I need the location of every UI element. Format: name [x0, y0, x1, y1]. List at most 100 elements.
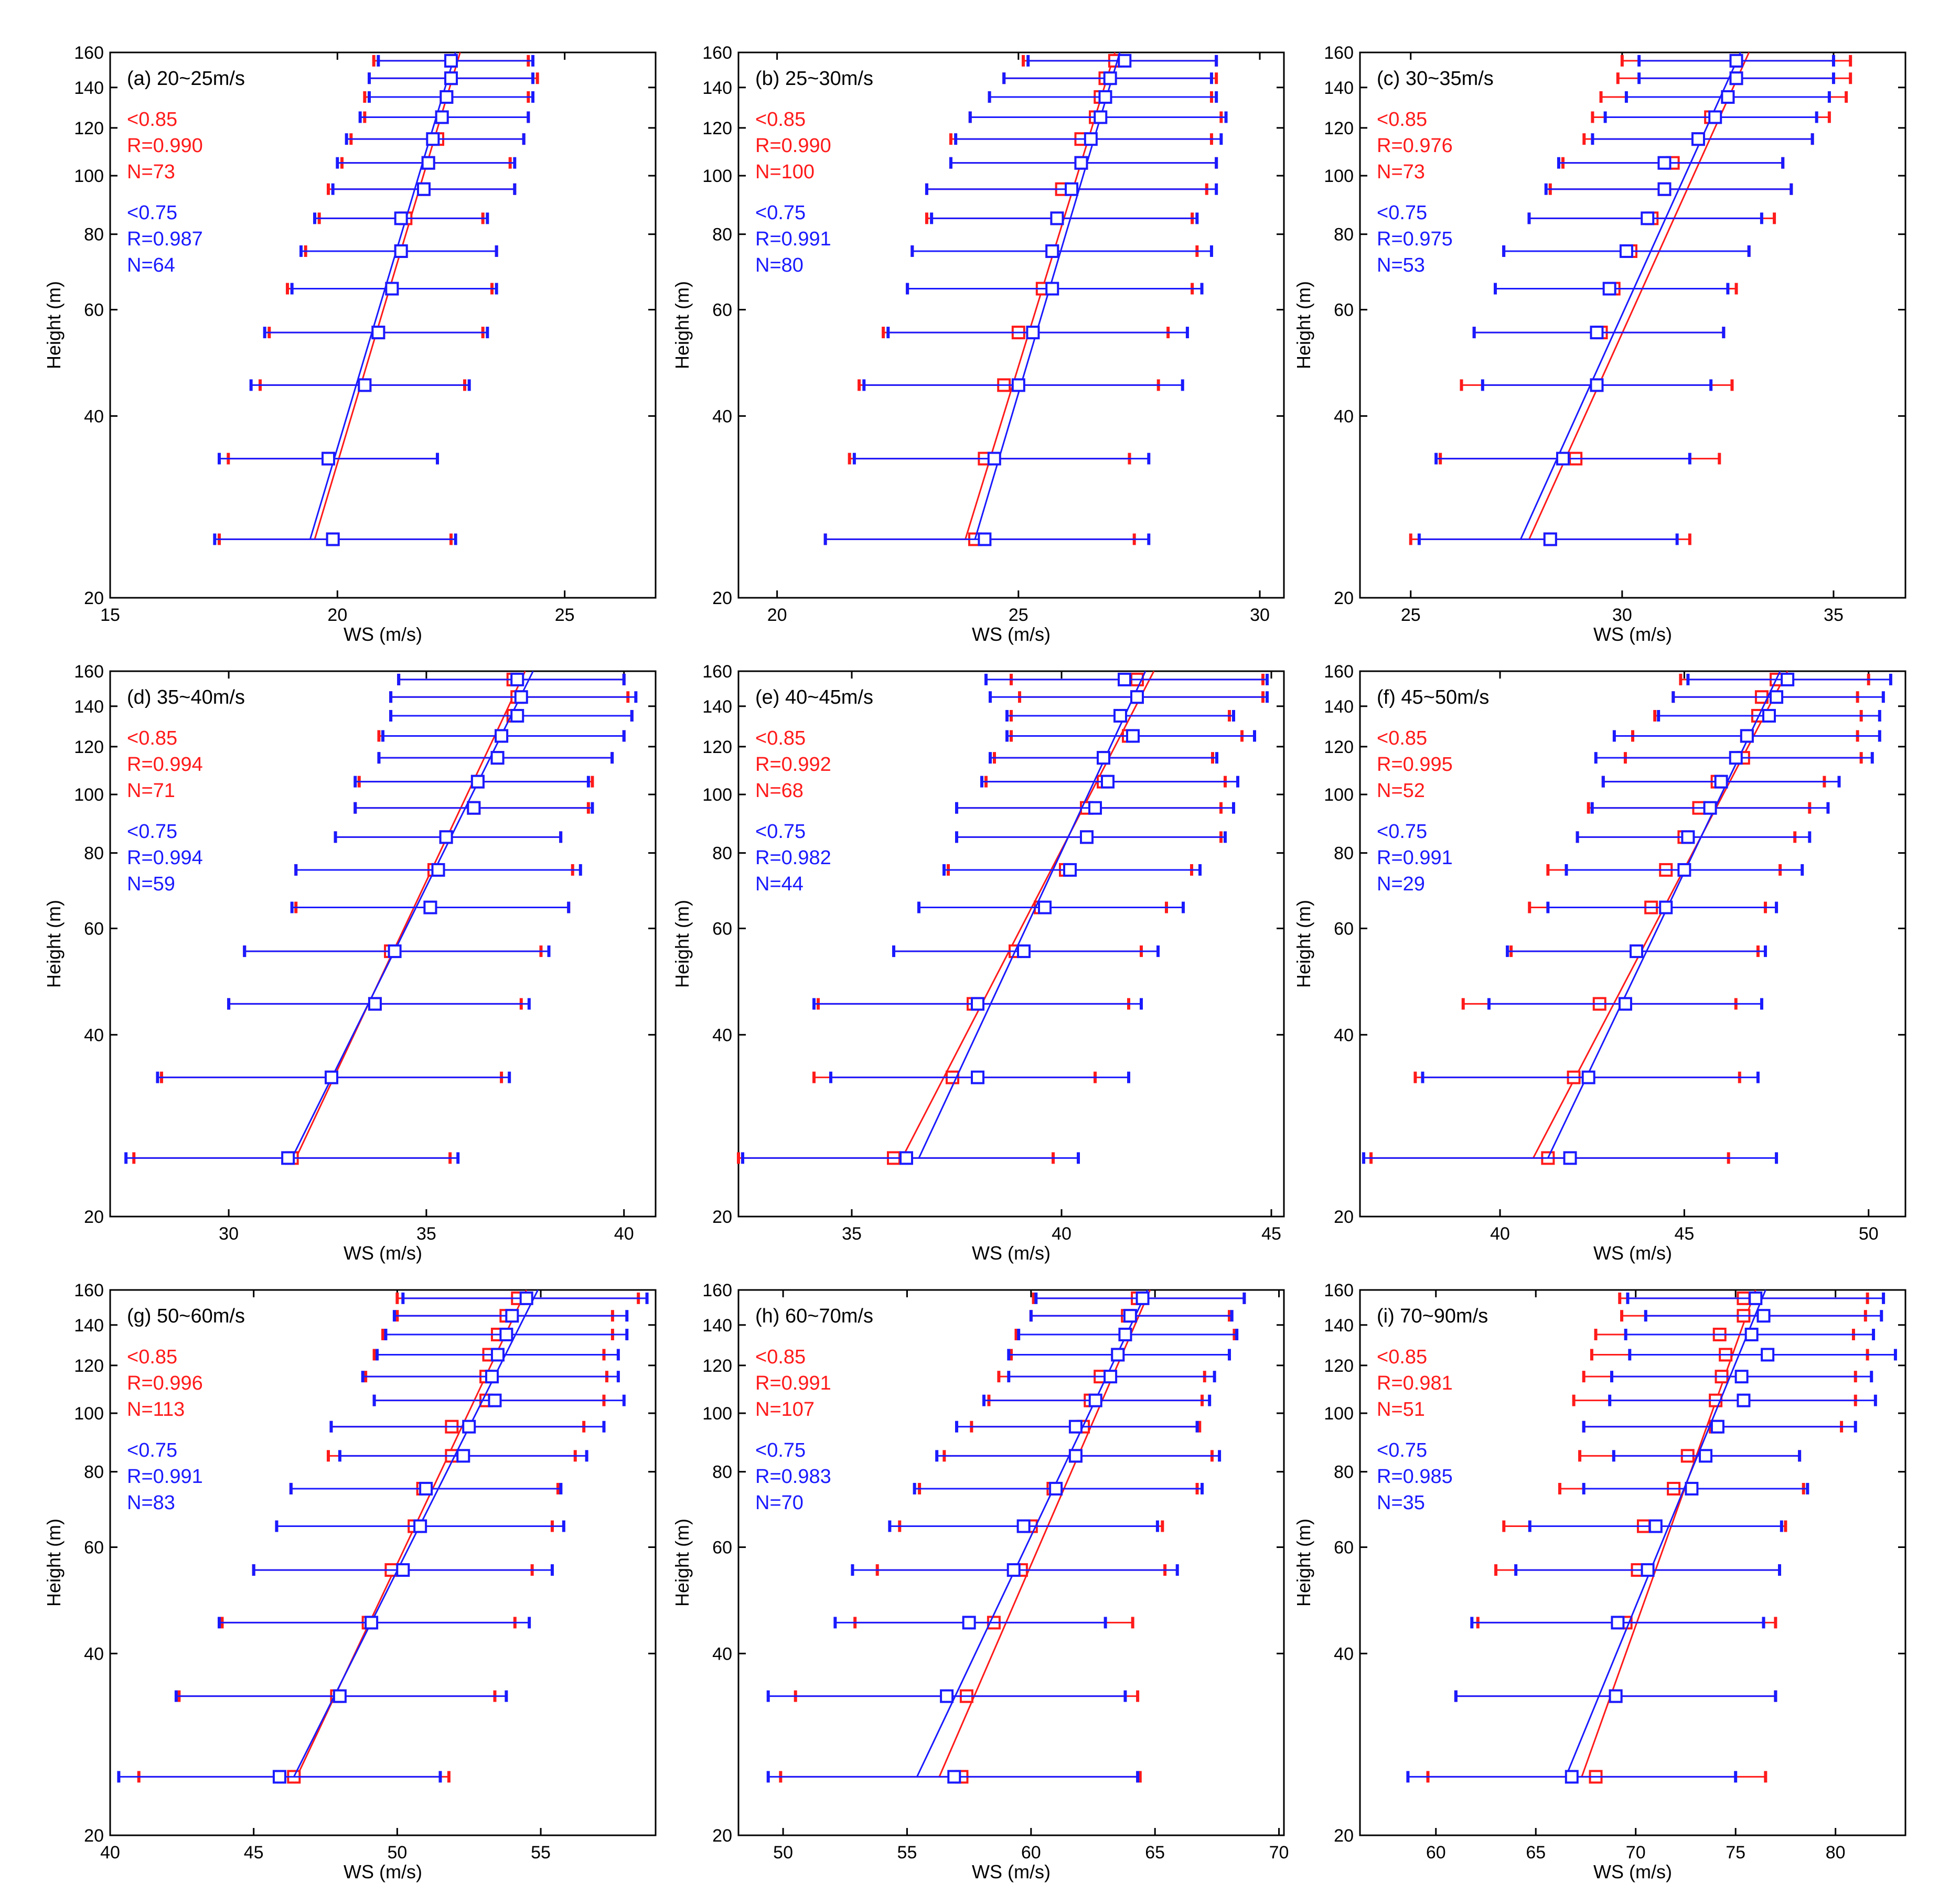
x-tick-label: 45 — [1261, 1224, 1281, 1244]
panel-title: (c) 30~35m/s — [1377, 68, 1494, 90]
blue-mean-marker — [1126, 729, 1140, 743]
x-tick-label: 20 — [767, 605, 787, 625]
y-tick-label: 140 — [1324, 1316, 1354, 1336]
blue-mean-marker — [505, 1309, 519, 1323]
y-tick-label: 80 — [712, 844, 732, 864]
blue-mean-marker — [1045, 282, 1059, 296]
red-stat-0: <0.85 — [127, 109, 177, 131]
x-tick-label: 40 — [1490, 1224, 1510, 1244]
blue-mean-marker — [510, 672, 524, 686]
panel-title: (g) 50~60m/s — [127, 1305, 245, 1327]
x-tick-label: 30 — [1250, 605, 1270, 625]
blue-mean-marker — [462, 1419, 476, 1434]
blue-mean-marker — [1118, 1327, 1132, 1341]
y-tick-label: 60 — [84, 300, 104, 320]
y-tick-label: 60 — [84, 919, 104, 939]
panel-2: 20 40 60 80 100 120 140 160 25 30 35 WS (m/s) Height… — [1293, 43, 1906, 645]
blue-mean-marker — [1016, 1519, 1031, 1533]
y-tick-label: 100 — [702, 1404, 732, 1424]
blue-mean-marker — [431, 863, 445, 877]
blue-mean-marker — [435, 110, 449, 124]
red-stat-1: R=0.990 — [755, 135, 831, 157]
y-tick-label: 120 — [1324, 119, 1354, 138]
blue-mean-marker — [467, 801, 481, 815]
blue-mean-marker — [971, 997, 984, 1011]
blue-mean-marker — [1714, 774, 1728, 789]
blue-mean-marker — [1011, 378, 1025, 392]
x-tick-label: 30 — [219, 1224, 239, 1244]
blue-mean-marker — [1038, 900, 1052, 915]
panel-4: 20 40 60 80 100 120 140 160 35 40 45 WS (m/s) Height… — [671, 662, 1285, 1264]
panel-5: 20 40 60 80 100 120 140 160 40 45 50 WS (m/s) Height… — [1293, 662, 1906, 1264]
blue-mean-marker — [1065, 182, 1079, 196]
blue-mean-marker — [1563, 1151, 1577, 1165]
red-stat-1: R=0.995 — [1377, 754, 1453, 776]
x-tick-label: 40 — [614, 1224, 634, 1244]
blue-mean-marker — [899, 1151, 913, 1165]
y-tick-label: 60 — [84, 1538, 104, 1558]
y-tick-label: 60 — [712, 300, 732, 320]
blue-mean-marker — [396, 1563, 410, 1577]
y-tick-label: 20 — [84, 1826, 104, 1846]
panel-title: (d) 35~40m/s — [127, 686, 245, 708]
y-tick-label: 60 — [712, 1538, 732, 1558]
blue-mean-marker — [1685, 1481, 1699, 1496]
blue-mean-marker — [1729, 751, 1743, 765]
red-stat-1: R=0.990 — [127, 135, 203, 157]
blue-stat-1: R=0.985 — [1377, 1466, 1453, 1488]
blue-mean-marker — [1063, 863, 1077, 877]
y-tick-label: 140 — [702, 78, 732, 98]
blue-mean-marker — [1565, 1770, 1579, 1784]
y-tick-label: 160 — [702, 662, 732, 682]
red-stat-2: N=73 — [1377, 161, 1425, 183]
y-tick-label: 80 — [84, 1462, 104, 1482]
y-axis-title: Height (m) — [43, 281, 65, 369]
plot-frame — [1359, 51, 1906, 599]
blue-mean-marker — [1543, 532, 1557, 546]
blue-mean-marker — [322, 451, 335, 466]
plot-frame — [1359, 670, 1906, 1218]
blue-stat-1: R=0.987 — [127, 228, 203, 250]
blue-mean-marker — [499, 1327, 513, 1341]
y-tick-label: 60 — [712, 919, 732, 939]
y-axis-title: Height (m) — [671, 281, 693, 369]
blue-mean-marker — [1734, 1370, 1749, 1384]
blue-mean-marker — [495, 729, 509, 743]
x-tick-label: 25 — [1009, 605, 1029, 625]
y-tick-label: 160 — [1324, 662, 1354, 682]
blue-stat-2: N=83 — [127, 1492, 175, 1514]
y-tick-label: 60 — [1334, 919, 1354, 939]
blue-mean-marker — [1710, 1419, 1724, 1434]
y-axis-title: Height (m) — [1293, 281, 1314, 369]
blue-mean-marker — [1691, 132, 1705, 146]
y-tick-label: 120 — [1324, 737, 1354, 757]
y-tick-label: 140 — [74, 1316, 104, 1336]
y-tick-label: 160 — [702, 1281, 732, 1300]
x-tick-label: 75 — [1726, 1843, 1745, 1863]
y-tick-label: 40 — [1334, 1025, 1354, 1045]
y-tick-label: 80 — [1334, 844, 1354, 864]
y-tick-label: 140 — [702, 1316, 732, 1336]
blue-mean-marker — [1113, 708, 1127, 723]
blue-series — [117, 1289, 649, 1784]
y-tick-label: 100 — [74, 785, 104, 805]
y-tick-label: 80 — [84, 225, 104, 245]
y-tick-label: 100 — [74, 1404, 104, 1424]
blue-stat-0: <0.75 — [127, 821, 177, 843]
blue-mean-marker — [1609, 1689, 1623, 1703]
blue-mean-marker — [470, 774, 485, 789]
blue-mean-marker — [444, 53, 458, 68]
panel-8: 20 40 60 80 100 120 140 160 60 65 70 75 80 WS (m/s) He… — [1293, 1281, 1906, 1883]
blue-stat-2: N=59 — [127, 873, 175, 895]
y-tick-label: 20 — [712, 588, 732, 608]
blue-mean-marker — [1749, 1291, 1763, 1305]
blue-series — [766, 1289, 1246, 1784]
blue-mean-marker — [1602, 282, 1616, 296]
y-tick-label: 20 — [84, 588, 104, 608]
blue-series — [741, 671, 1269, 1165]
blue-mean-marker — [1017, 944, 1031, 959]
blue-mean-marker — [1659, 900, 1673, 915]
blue-stat-2: N=53 — [1377, 254, 1425, 276]
x-tick-label: 70 — [1269, 1843, 1289, 1863]
plot-frame — [109, 51, 657, 599]
